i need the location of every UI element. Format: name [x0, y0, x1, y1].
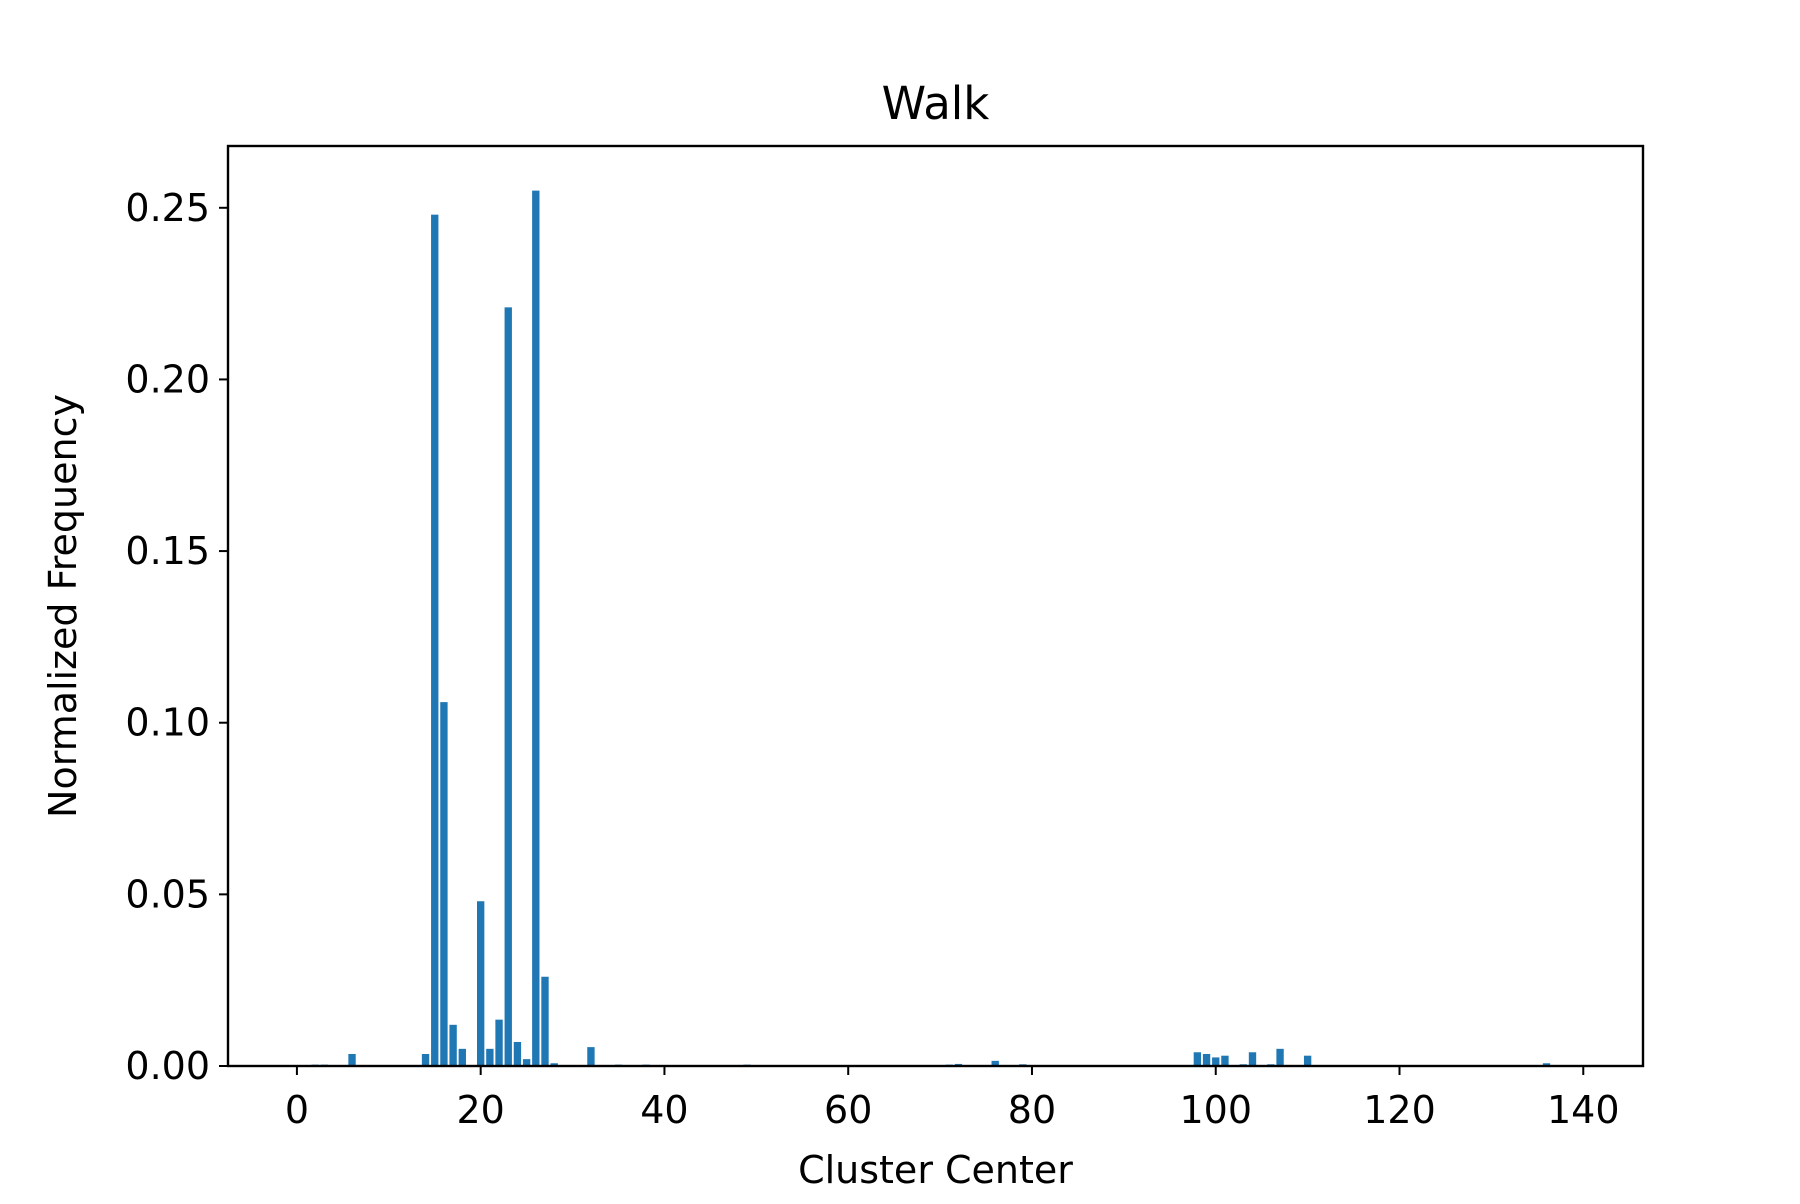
plot-area-frame	[226, 144, 1645, 1068]
bar-cluster-18	[458, 1048, 466, 1066]
bar-cluster-14	[421, 1053, 430, 1066]
bar-cluster-17	[449, 1024, 457, 1066]
x-tick-label: 100	[1179, 1088, 1252, 1132]
y-tick-label: 0.00	[125, 1044, 210, 1088]
bar-cluster-101	[1221, 1055, 1229, 1066]
bar-cluster-24	[513, 1041, 522, 1066]
x-tick-label: 80	[1008, 1088, 1056, 1132]
chart-title: Walk	[882, 77, 990, 130]
y-tick-label: 0.20	[125, 357, 210, 401]
bar-cluster-98	[1193, 1052, 1202, 1066]
bar-cluster-28	[550, 1063, 558, 1066]
bar-cluster-23	[504, 307, 512, 1067]
bar-cluster-32	[587, 1047, 595, 1066]
bar-cluster-27	[541, 976, 549, 1066]
x-tick-label: 0	[285, 1088, 309, 1132]
y-tick-label: 0.25	[125, 186, 210, 230]
bar-cluster-110	[1303, 1055, 1312, 1066]
x-tick-label: 40	[640, 1088, 688, 1132]
y-tick-label: 0.05	[125, 872, 210, 916]
y-axis-label: Normalized Frequency	[41, 394, 85, 818]
y-tick-label: 0.10	[125, 701, 210, 745]
bar-cluster-76	[991, 1060, 999, 1066]
bar-cluster-15	[431, 214, 439, 1066]
bar-cluster-136	[1542, 1063, 1551, 1066]
bar-cluster-104	[1248, 1052, 1257, 1066]
x-tick-label: 20	[456, 1088, 504, 1132]
ticks-layer: 0 20 40 60 80 100 120 140 0.00 0.05 0.10 0.15 0.20 0.…	[125, 186, 1619, 1132]
bar-cluster-20	[477, 901, 485, 1066]
bar-cluster-25	[522, 1059, 531, 1066]
bar-cluster-100	[1212, 1057, 1220, 1066]
x-tick-label: 120	[1363, 1088, 1436, 1132]
bar-cluster-16	[440, 702, 448, 1066]
bar-cluster-107	[1276, 1048, 1284, 1066]
bar-cluster-99	[1202, 1053, 1211, 1066]
x-tick-label: 60	[824, 1088, 872, 1132]
bar-cluster-21	[486, 1048, 494, 1066]
bar-cluster-22	[495, 1019, 503, 1066]
bars-layer	[311, 190, 1551, 1067]
bar-cluster-6	[348, 1053, 356, 1066]
y-tick-label: 0.15	[125, 529, 210, 573]
x-axis-label: Cluster Center	[798, 1148, 1073, 1192]
bar-cluster-26	[532, 190, 540, 1067]
x-tick-label: 140	[1547, 1088, 1620, 1132]
